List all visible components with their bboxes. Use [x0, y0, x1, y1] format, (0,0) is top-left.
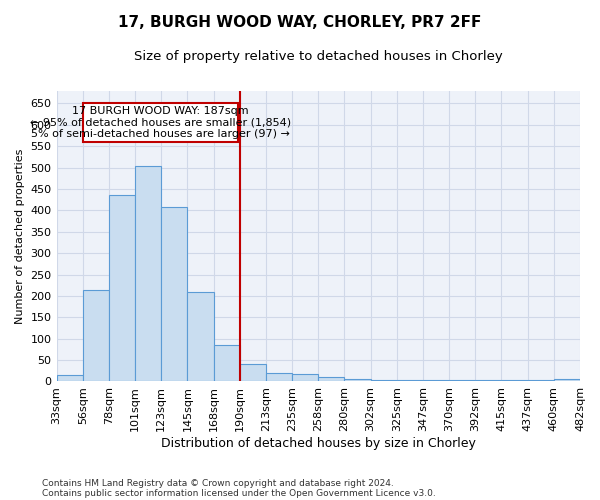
Bar [527, 380, 554, 382]
Title: Size of property relative to detached houses in Chorley: Size of property relative to detached ho… [134, 50, 503, 63]
Bar [475, 380, 502, 382]
Bar [109, 195, 135, 382]
Bar [240, 364, 266, 382]
Bar [423, 380, 449, 382]
Bar [83, 290, 109, 382]
Bar [449, 380, 475, 382]
Bar [161, 207, 187, 382]
Text: Contains HM Land Registry data © Crown copyright and database right 2024.: Contains HM Land Registry data © Crown c… [42, 478, 394, 488]
Bar [266, 373, 292, 382]
Bar [56, 375, 83, 382]
Text: Contains public sector information licensed under the Open Government Licence v3: Contains public sector information licen… [42, 488, 436, 498]
Bar [292, 374, 318, 382]
Bar [502, 380, 527, 382]
Bar [554, 380, 580, 382]
Bar [397, 380, 423, 382]
Text: 17 BURGH WOOD WAY: 187sqm
← 95% of detached houses are smaller (1,854)
5% of sem: 17 BURGH WOOD WAY: 187sqm ← 95% of detac… [30, 106, 291, 139]
Bar [344, 380, 371, 382]
Bar [135, 166, 161, 382]
X-axis label: Distribution of detached houses by size in Chorley: Distribution of detached houses by size … [161, 437, 476, 450]
Bar [371, 380, 397, 382]
Bar [187, 292, 214, 382]
Y-axis label: Number of detached properties: Number of detached properties [15, 148, 25, 324]
FancyBboxPatch shape [83, 104, 238, 142]
Text: 17, BURGH WOOD WAY, CHORLEY, PR7 2FF: 17, BURGH WOOD WAY, CHORLEY, PR7 2FF [118, 15, 482, 30]
Bar [318, 377, 344, 382]
Bar [214, 345, 240, 382]
